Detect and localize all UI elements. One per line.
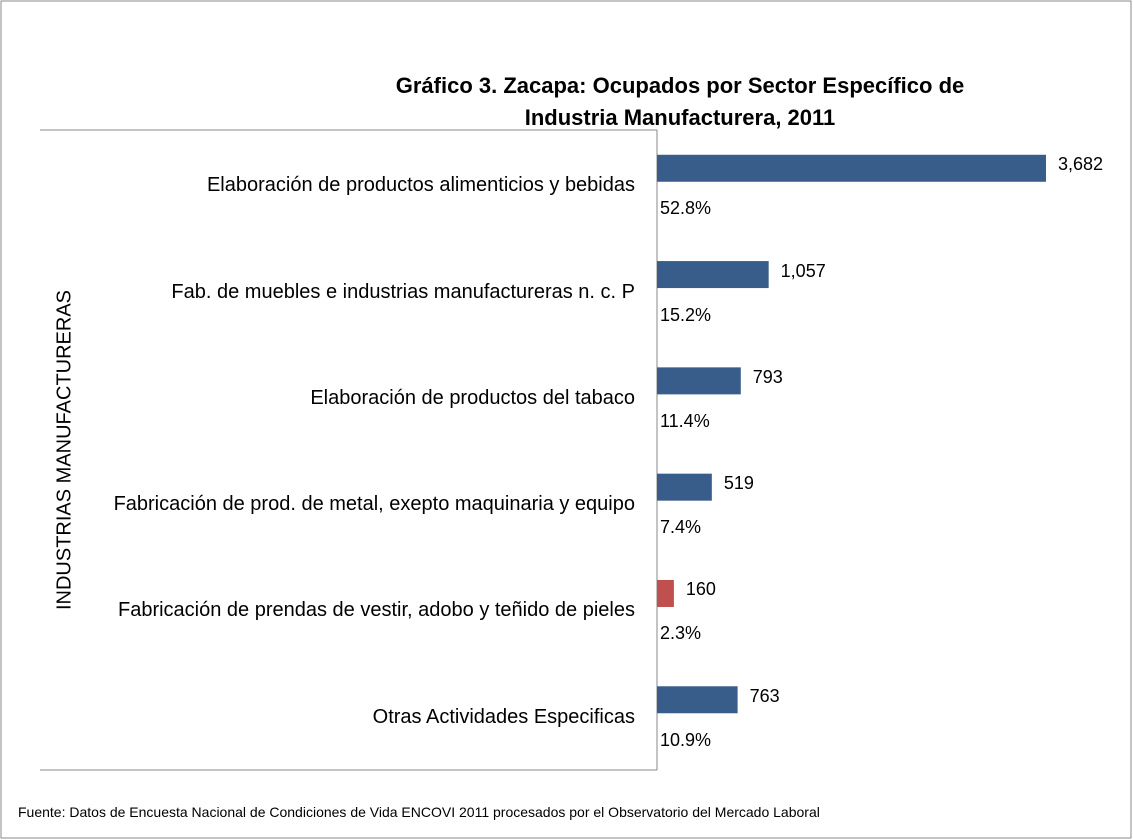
value-label: 3,682 — [1058, 154, 1104, 175]
category-text: Fabricación de prod. de metal, exepto ma… — [113, 493, 635, 516]
percent-label: 15.2% — [660, 304, 712, 325]
category-label: Elaboración de productos alimenticios y … — [90, 170, 635, 200]
category-text: Elaboración de productos alimenticios y … — [206, 174, 635, 197]
category-label: Otras Actividades Especificas — [90, 702, 635, 732]
category-label: Elaboración de productos del tabaco — [90, 383, 635, 413]
percent-label: 10.9% — [660, 729, 712, 750]
value-label: 519 — [723, 473, 754, 494]
percent-label: 7.4% — [660, 517, 702, 538]
value-label: 1,057 — [780, 260, 826, 281]
value-label: 793 — [752, 366, 783, 387]
bar — [657, 579, 674, 607]
percent-label: 11.4% — [660, 410, 710, 431]
category-text: Fab. de muebles e industrias manufacture… — [171, 280, 635, 303]
category-label: Fab. de muebles e industrias manufacture… — [90, 277, 635, 307]
source-note: Fuente: Datos de Encuesta Nacional de Co… — [18, 804, 820, 820]
category-text: Fabricación de prendas de vestir, adobo … — [117, 599, 635, 622]
category-label: Fabricación de prod. de metal, exepto ma… — [90, 489, 635, 519]
chart-title: Gráfico 3. Zacapa: Ocupados por Sector E… — [395, 73, 965, 130]
bar — [657, 261, 769, 289]
value-label: 160 — [685, 579, 716, 600]
category-text: Elaboración de productos del tabaco — [310, 386, 635, 409]
value-label: 763 — [749, 685, 780, 706]
bar — [657, 367, 741, 395]
percent-label: 2.3% — [660, 623, 702, 644]
y-axis-title: INDUSTRIAS MANUFACTURERAS — [53, 289, 76, 611]
category-label: Fabricación de prendas de vestir, adobo … — [90, 595, 635, 625]
category-text: Otras Actividades Especificas — [372, 705, 635, 728]
bar — [657, 473, 712, 501]
bar — [657, 686, 738, 714]
bar — [657, 154, 1047, 182]
percent-label: 52.8% — [660, 198, 712, 219]
